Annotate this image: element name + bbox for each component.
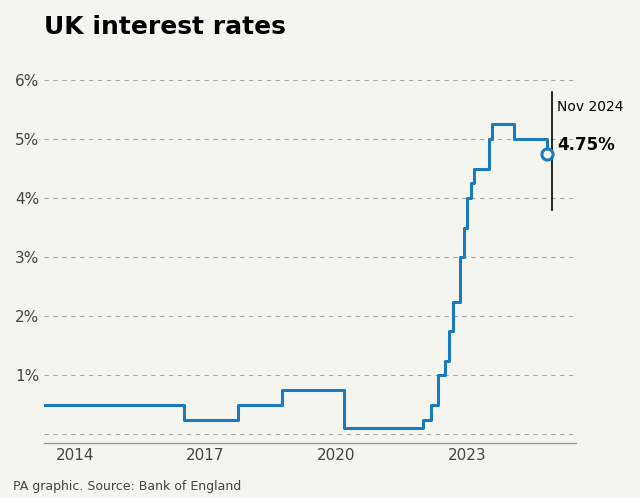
Text: 4.75%: 4.75% [557,136,615,154]
Text: Nov 2024: Nov 2024 [557,100,624,114]
Text: UK interest rates: UK interest rates [44,15,286,39]
Text: PA graphic. Source: Bank of England: PA graphic. Source: Bank of England [13,480,241,493]
